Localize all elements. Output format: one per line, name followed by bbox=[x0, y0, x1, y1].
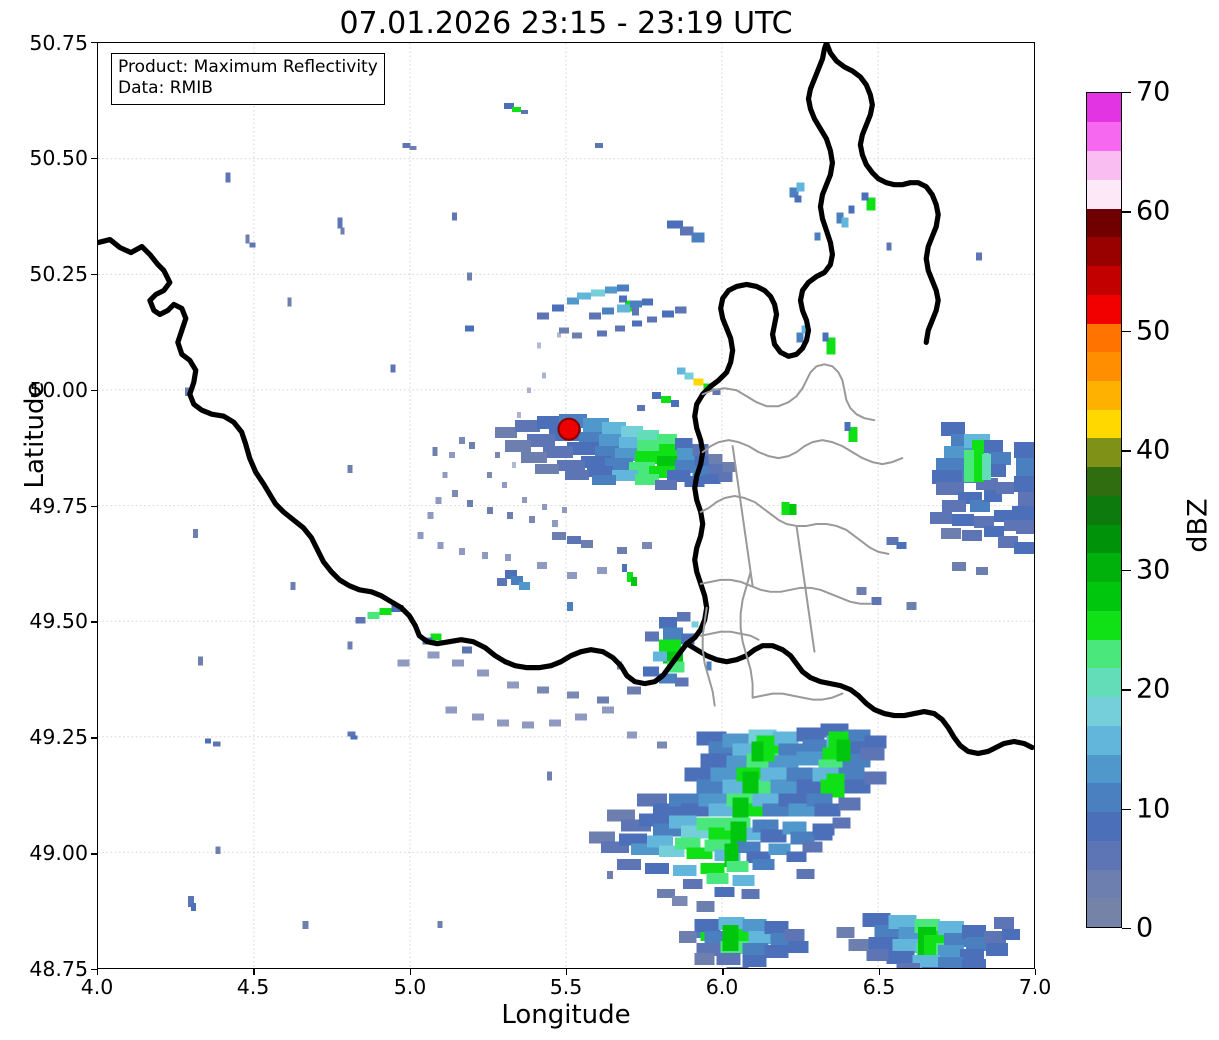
colorbar bbox=[1086, 92, 1122, 928]
national-borders bbox=[98, 43, 1034, 757]
data-source-line: Data: RMIB bbox=[118, 78, 213, 99]
x-axis-tick bbox=[253, 969, 255, 975]
colorbar-band bbox=[1087, 322, 1121, 353]
colorbar-tick-label: 50 bbox=[1136, 315, 1171, 347]
station-marker[interactable] bbox=[557, 417, 581, 441]
colorbar-band bbox=[1087, 93, 1121, 123]
y-axis-tick bbox=[91, 389, 97, 392]
colorbar-band bbox=[1087, 150, 1121, 180]
colorbar-band bbox=[1087, 667, 1121, 698]
xtick-label: 6.5 bbox=[862, 975, 896, 999]
page-title: 07.01.2026 23:15 - 23:19 UTC bbox=[339, 6, 793, 41]
x-axis-tick bbox=[1035, 969, 1037, 975]
colorbar-tick bbox=[1122, 928, 1131, 930]
colorbar-band bbox=[1087, 581, 1121, 611]
x-axis-tick bbox=[409, 969, 412, 975]
colorbar-band bbox=[1087, 840, 1121, 870]
colorbar-tick bbox=[1122, 569, 1131, 572]
colorbar-band bbox=[1087, 897, 1121, 927]
colorbar-band bbox=[1087, 294, 1121, 324]
ytick-label: 50.75 bbox=[29, 31, 88, 55]
colorbar-tick bbox=[1122, 92, 1131, 94]
colorbar-band bbox=[1087, 265, 1121, 295]
radar-echo-southeast-lower bbox=[671, 896, 809, 968]
colorbar-tick bbox=[1122, 211, 1131, 213]
colorbar-band bbox=[1087, 380, 1121, 410]
colorbar-band bbox=[1087, 552, 1121, 583]
x-axis-tick bbox=[878, 969, 881, 975]
y-axis-tick bbox=[91, 273, 97, 276]
colorbar-tick-label: 10 bbox=[1136, 793, 1171, 825]
colorbar-band bbox=[1087, 524, 1121, 554]
y-axis-label: Latitude bbox=[20, 381, 50, 489]
colorbar-band bbox=[1087, 782, 1121, 813]
y-axis-tick bbox=[91, 505, 97, 507]
colorbar-tick bbox=[1122, 689, 1131, 691]
y-axis-tick bbox=[91, 157, 97, 160]
colorbar-band bbox=[1087, 868, 1121, 899]
colorbar-band bbox=[1087, 437, 1121, 468]
colorbar-band bbox=[1087, 409, 1121, 439]
colorbar-band bbox=[1087, 207, 1121, 238]
product-info-box: Product: Maximum Reflectivity Data: RMIB bbox=[111, 53, 385, 105]
x-axis-tick bbox=[566, 969, 568, 975]
colorbar-band bbox=[1087, 639, 1121, 669]
ytick-label: 49.50 bbox=[29, 609, 88, 633]
colorbar-axis-label: dBZ bbox=[1182, 498, 1214, 553]
y-axis-tick bbox=[91, 853, 97, 855]
ytick-label: 49.75 bbox=[29, 494, 88, 518]
xtick-label: 6.0 bbox=[705, 975, 739, 999]
radar-echo-central-band bbox=[417, 284, 736, 590]
colorbar-tick bbox=[1122, 808, 1131, 810]
colorbar-band bbox=[1087, 811, 1121, 841]
ytick-label: 50.50 bbox=[29, 146, 88, 170]
radar-echo-southeast-corner bbox=[836, 913, 1021, 968]
ytick-label: 48.75 bbox=[29, 957, 88, 981]
colorbar-band bbox=[1087, 696, 1121, 726]
colorbar-tick-label: 60 bbox=[1136, 195, 1171, 227]
y-axis-tick bbox=[91, 969, 97, 971]
ytick-label: 49.25 bbox=[29, 725, 88, 749]
ytick-label: 50.00 bbox=[29, 378, 88, 402]
colorbar-band bbox=[1087, 179, 1121, 209]
colorbar-band bbox=[1087, 351, 1121, 381]
colorbar-tick bbox=[1122, 450, 1131, 452]
xtick-label: 5.0 bbox=[393, 975, 427, 999]
colorbar-tick bbox=[1122, 330, 1131, 333]
colorbar-band bbox=[1087, 121, 1121, 152]
x-axis-tick bbox=[97, 969, 99, 975]
radar-echo-east-cluster bbox=[856, 422, 1034, 610]
colorbar-band bbox=[1087, 495, 1121, 525]
colorbar-band bbox=[1087, 610, 1121, 640]
x-axis-tick bbox=[722, 969, 724, 975]
y-axis-tick bbox=[91, 621, 97, 623]
product-line: Product: Maximum Reflectivity bbox=[118, 57, 378, 77]
y-axis-tick bbox=[91, 737, 97, 739]
radar-echo-southeast-large bbox=[588, 723, 887, 900]
colorbar-band bbox=[1087, 725, 1121, 755]
colorbar-band bbox=[1087, 466, 1121, 496]
colorbar-tick-label: 20 bbox=[1136, 673, 1171, 705]
ytick-label: 50.25 bbox=[29, 262, 88, 286]
ytick-label: 49.00 bbox=[29, 841, 88, 865]
xtick-label: 5.5 bbox=[549, 975, 583, 999]
colorbar-tick-label: 40 bbox=[1136, 434, 1171, 466]
xtick-label: 4.0 bbox=[80, 975, 114, 999]
radar-plot-area[interactable] bbox=[97, 42, 1035, 969]
colorbar-band bbox=[1087, 236, 1121, 267]
colorbar-tick-label: 30 bbox=[1136, 554, 1171, 586]
xtick-label: 7.0 bbox=[1018, 975, 1052, 999]
y-axis-tick bbox=[91, 42, 97, 44]
x-axis-label: Longitude bbox=[501, 1000, 631, 1030]
colorbar-tick-label: 70 bbox=[1136, 76, 1171, 108]
colorbar-band bbox=[1087, 753, 1121, 784]
internal-borders bbox=[699, 363, 904, 707]
colorbar-tick-label: 0 bbox=[1136, 912, 1154, 944]
xtick-label: 4.5 bbox=[236, 975, 270, 999]
radar-echoes-scattered bbox=[184, 102, 603, 930]
radar-map-layer bbox=[98, 43, 1034, 968]
radar-echo-south-luxembourg bbox=[355, 604, 695, 749]
